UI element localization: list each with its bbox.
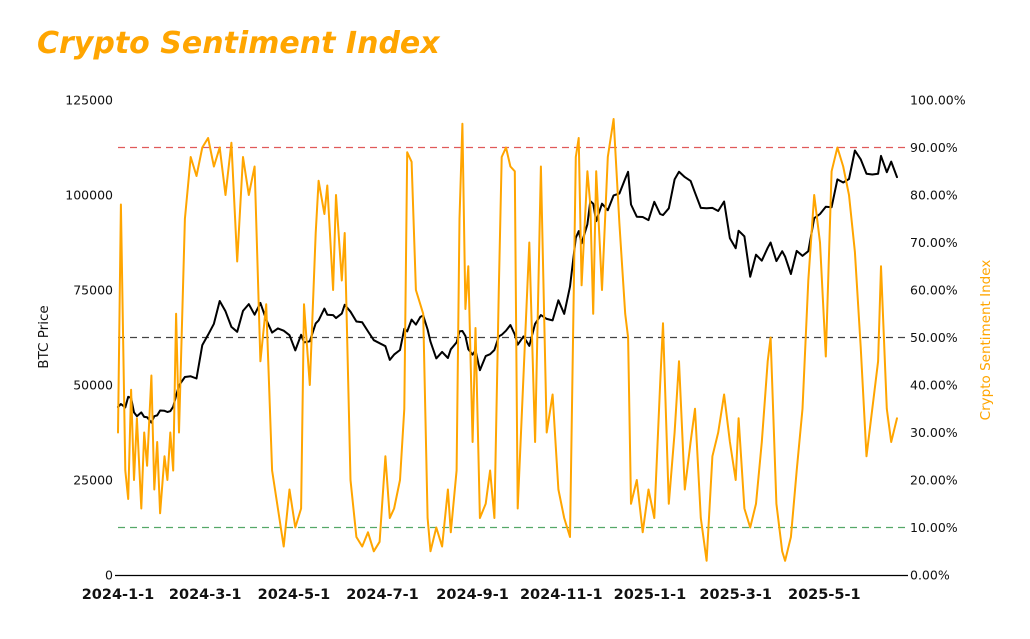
y-left-tick-label: 50000 — [73, 378, 113, 393]
sentiment-line — [117, 118, 898, 562]
x-tick-label: 2024-11-1 — [520, 587, 603, 603]
y-right-tick-label: 50.00% — [910, 330, 958, 345]
y-right-tick-label: 100.00% — [910, 93, 966, 108]
x-tick-label: 2025-1-1 — [614, 587, 687, 603]
y-right-tick-label: 80.00% — [910, 188, 958, 203]
y-right-tick-label: 40.00% — [910, 378, 958, 393]
x-tick-label: 2025-5-1 — [788, 587, 861, 603]
x-tick-label: 2024-1-1 — [82, 587, 155, 603]
x-tick-label: 2024-9-1 — [436, 587, 509, 603]
y-right-tick-label: 30.00% — [910, 425, 958, 440]
x-tick-label: 2024-3-1 — [169, 587, 242, 603]
left-axis-title: BTC Price — [36, 305, 52, 368]
y-left-tick-label: 100000 — [65, 188, 113, 203]
y-right-tick-label: 70.00% — [910, 235, 958, 250]
x-tick-label: 2024-5-1 — [258, 587, 331, 603]
x-tick-label: 2024-7-1 — [346, 587, 419, 603]
y-left-tick-label: 75000 — [73, 283, 113, 298]
btc-price-line — [117, 149, 898, 424]
y-right-tick-label: 60.00% — [910, 283, 958, 298]
y-right-tick-label: 90.00% — [910, 140, 958, 155]
x-tick-label: 2025-3-1 — [699, 587, 772, 603]
y-left-tick-label: 0 — [105, 568, 113, 583]
y-right-tick-label: 10.00% — [910, 520, 958, 535]
y-right-tick-label: 20.00% — [910, 473, 958, 488]
y-left-tick-label: 125000 — [65, 93, 113, 108]
y-right-tick-label: 0.00% — [910, 568, 950, 583]
y-left-tick-label: 25000 — [73, 473, 113, 488]
right-axis-title: Crypto Sentiment Index — [978, 260, 994, 421]
chart-title: Crypto Sentiment Index — [37, 26, 440, 61]
